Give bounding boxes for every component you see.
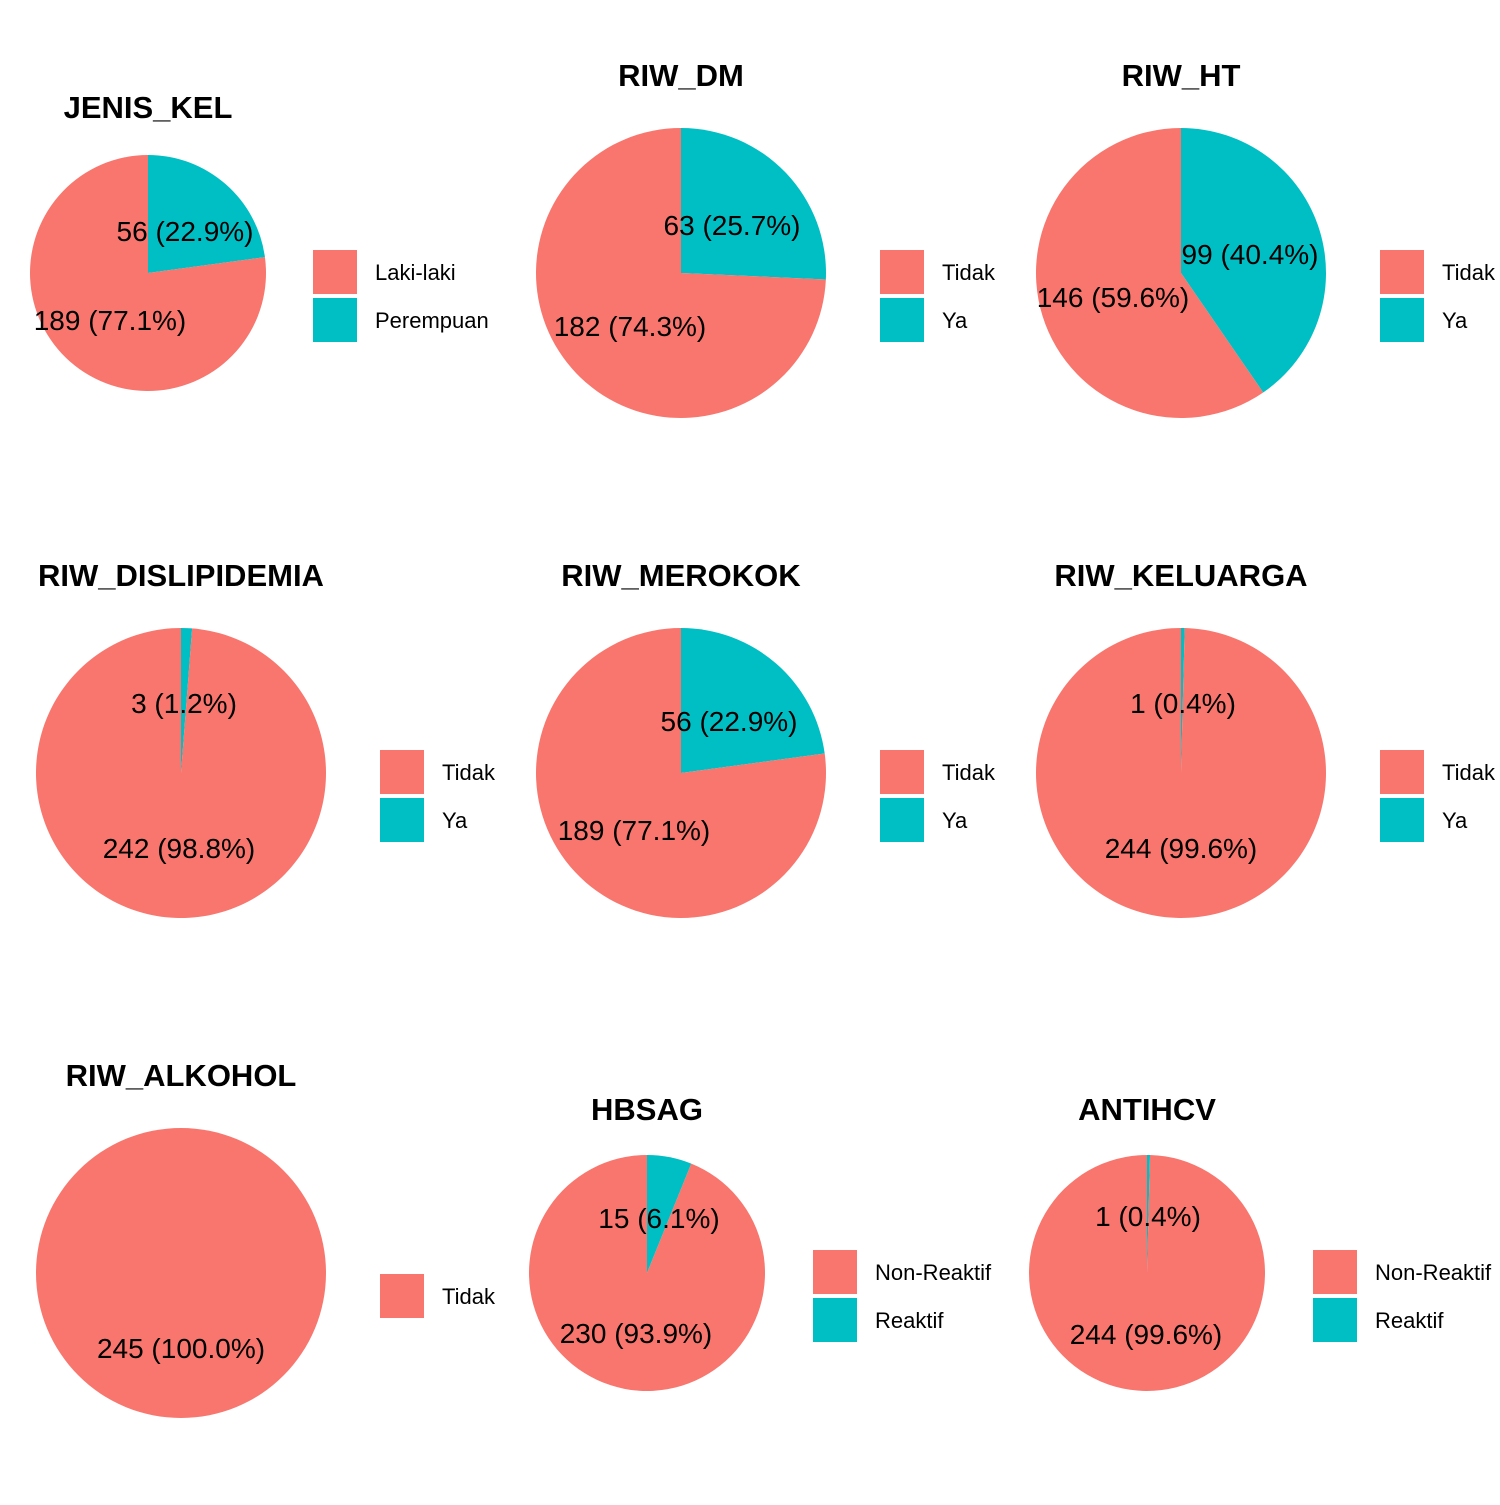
pie-slice	[1181, 128, 1326, 393]
legend-label: Ya	[442, 808, 468, 833]
legend-key	[1380, 298, 1424, 342]
pie-slice-label: 1 (0.4%)	[1095, 1201, 1201, 1232]
pie-title: JENIS_KEL	[64, 90, 233, 125]
pie-slice	[1036, 628, 1327, 918]
pie-slice	[1028, 1155, 1265, 1392]
legend-label: Non-Reaktif	[875, 1260, 992, 1285]
pie-slice-label: 146 (59.6%)	[1037, 282, 1190, 313]
pie-slice	[181, 628, 193, 773]
pie-panel-jenis_kel: JENIS_KEL 189 (77.1%) 56 (22.9%) Laki-laki P…	[30, 90, 489, 392]
pie-slice	[1036, 128, 1264, 418]
legend-key	[813, 1298, 857, 1342]
pie-title: RIW_DISLIPIDEMIA	[38, 558, 324, 593]
legend-label: Tidak	[1442, 260, 1496, 285]
legend-label: Tidak	[942, 760, 996, 785]
pie-title: HBSAG	[591, 1092, 703, 1127]
pie-slice-label: 189 (77.1%)	[558, 815, 711, 846]
legend-key	[380, 750, 424, 794]
pie-panel-riw_ht: RIW_HT 146 (59.6%) 99 (40.4%) Tidak Ya	[1036, 58, 1496, 418]
legend-label: Ya	[942, 308, 968, 333]
legend-label: Perempuan	[375, 308, 489, 333]
pie-slice	[1147, 1155, 1151, 1273]
pie-slice-label: 63 (25.7%)	[664, 210, 801, 241]
legend-key	[813, 1250, 857, 1294]
legend-label: Tidak	[942, 260, 996, 285]
pie-title: ANTIHCV	[1078, 1092, 1216, 1127]
pie-slice-label: 244 (99.6%)	[1105, 833, 1258, 864]
pie-slice-label: 1 (0.4%)	[1130, 688, 1236, 719]
pie-slice-label: 245 (100.0%)	[97, 1333, 265, 1364]
pie-slice	[1181, 628, 1185, 773]
legend-key	[380, 798, 424, 842]
pie-slice	[35, 628, 326, 918]
legend-key	[1380, 250, 1424, 294]
legend-label: Tidak	[1442, 760, 1496, 785]
pie-slice	[647, 1155, 692, 1273]
legend-label: Tidak	[442, 760, 496, 785]
pie-panel-riw_dislipidemia: RIW_DISLIPIDEMIA 242 (98.8%) 3 (1.2%) Tidak…	[35, 558, 496, 918]
legend-label: Ya	[1442, 808, 1468, 833]
legend-label: Ya	[1442, 308, 1468, 333]
pie-slice-label: 15 (6.1%)	[598, 1203, 719, 1234]
pie-slice-label: 189 (77.1%)	[34, 305, 187, 336]
legend-label: Non-Reaktif	[1375, 1260, 1492, 1285]
legend-key	[880, 750, 924, 794]
pie-panel-riw_keluarga: RIW_KELUARGA 244 (99.6%) 1 (0.4%) Tidak Ya	[1036, 558, 1496, 918]
pie-slice-label: 242 (98.8%)	[103, 833, 256, 864]
pie-slice-label: 244 (99.6%)	[1070, 1319, 1223, 1350]
legend-key	[1313, 1250, 1357, 1294]
pie-title: RIW_HT	[1122, 58, 1241, 93]
pie-title: RIW_MEROKOK	[561, 558, 801, 593]
legend-key	[1313, 1298, 1357, 1342]
pie-slice	[536, 128, 826, 419]
pie-slice	[681, 628, 825, 773]
pie-slice-label: 99 (40.4%)	[1182, 239, 1319, 270]
pie-slice	[148, 155, 265, 273]
legend-label: Reaktif	[1375, 1308, 1444, 1333]
legend-key	[380, 1274, 424, 1318]
legend-key	[313, 250, 357, 294]
legend-label: Tidak	[442, 1284, 496, 1309]
pie-slice-label: 230 (93.9%)	[560, 1318, 713, 1349]
pie-slice	[36, 1128, 326, 1418]
legend-key	[880, 798, 924, 842]
pie-panel-riw_alkohol: RIW_ALKOHOL 245 (100.0%) Tidak	[36, 1058, 496, 1418]
pie-slice	[681, 128, 826, 280]
legend-key	[1380, 750, 1424, 794]
pie-panel-riw_dm: RIW_DM 182 (74.3%) 63 (25.7%) Tidak Ya	[536, 58, 996, 419]
pie-slice-label: 56 (22.9%)	[117, 216, 254, 247]
legend-key	[313, 298, 357, 342]
legend-label: Reaktif	[875, 1308, 944, 1333]
pie-slice	[30, 155, 266, 392]
pie-slice	[529, 1154, 766, 1391]
pie-panel-hbsag: HBSAG 230 (93.9%) 15 (6.1%) Non-Reaktif Reak…	[529, 1092, 992, 1391]
pie-title: RIW_ALKOHOL	[66, 1058, 297, 1093]
pie-title: RIW_DM	[618, 58, 744, 93]
pie-slice	[536, 628, 827, 919]
legend-label: Laki-laki	[375, 260, 456, 285]
legend-key	[1380, 798, 1424, 842]
pie-panel-riw_merokok: RIW_MEROKOK 189 (77.1%) 56 (22.9%) Tidak Ya	[536, 558, 996, 919]
pie-panel-antihcv: ANTIHCV 244 (99.6%) 1 (0.4%) Non-Reaktif Rea…	[1028, 1092, 1492, 1392]
pie-title: RIW_KELUARGA	[1054, 558, 1307, 593]
legend-label: Ya	[942, 808, 968, 833]
pie-slice-label: 182 (74.3%)	[554, 311, 707, 342]
pie-slice-label: 56 (22.9%)	[661, 706, 798, 737]
legend-key	[880, 298, 924, 342]
pie-slice-label: 3 (1.2%)	[131, 688, 237, 719]
legend-key	[880, 250, 924, 294]
